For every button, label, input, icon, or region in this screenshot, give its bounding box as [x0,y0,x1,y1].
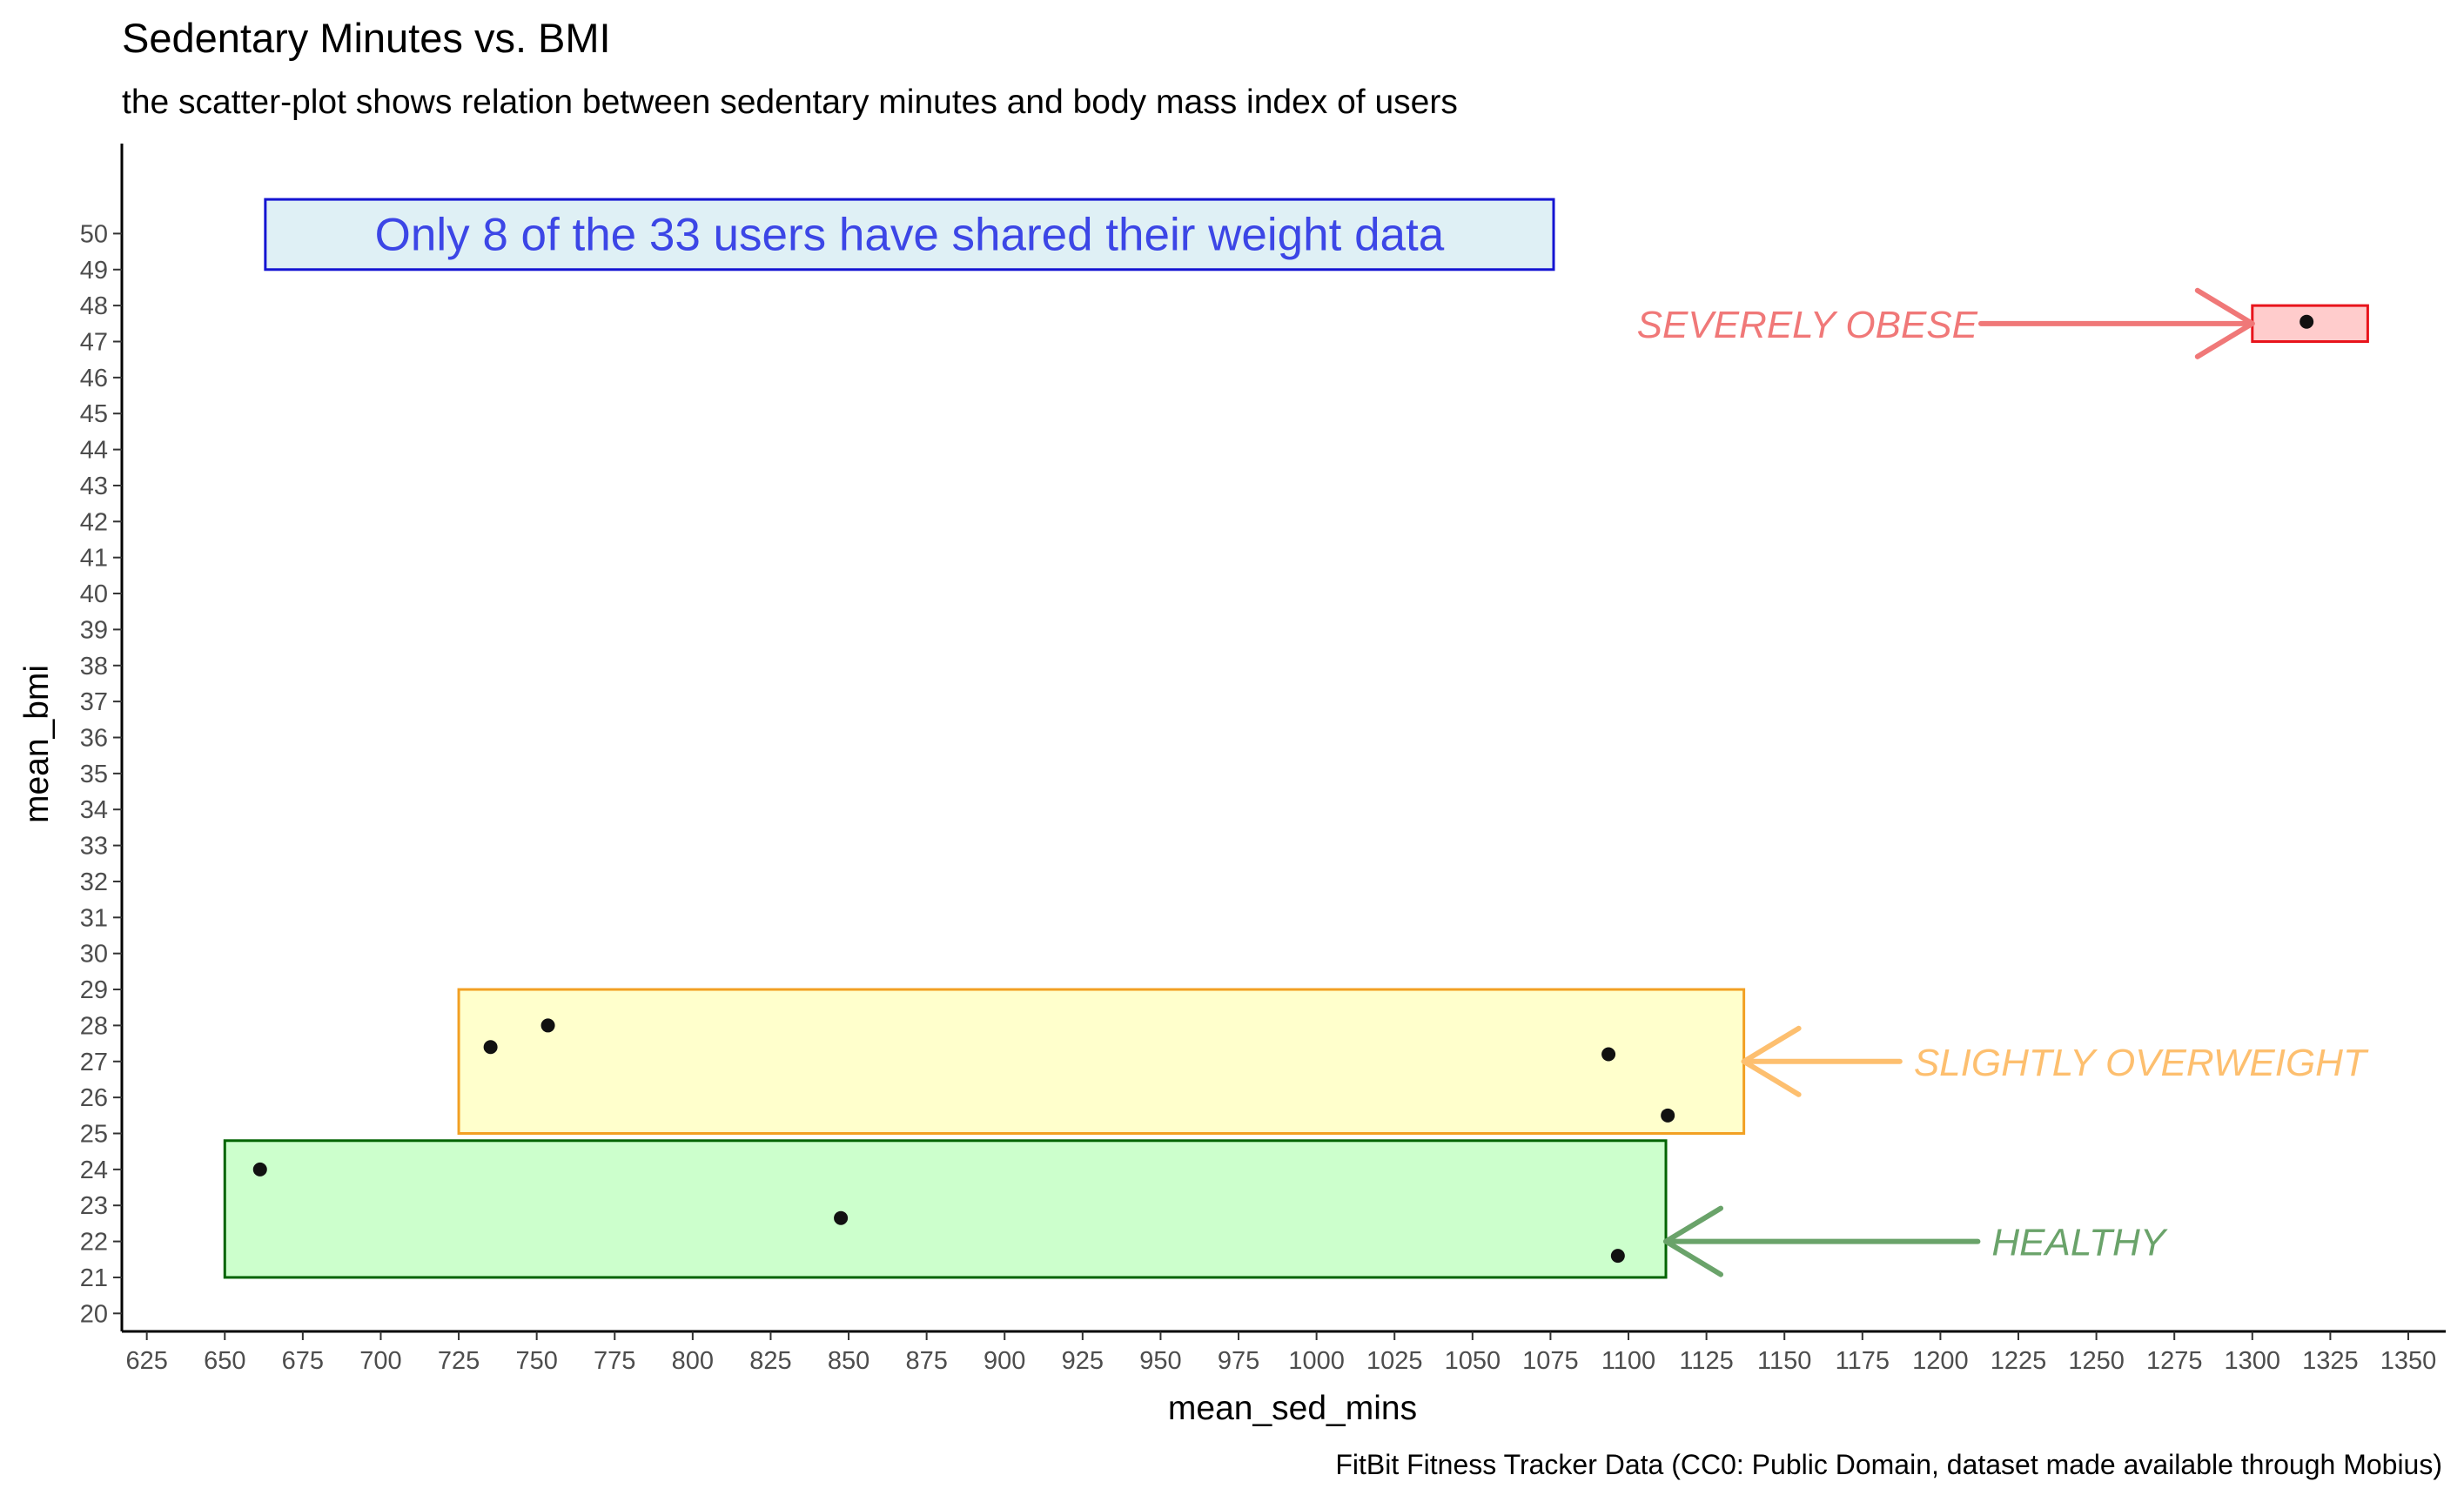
y-tick-label: 31 [80,904,108,932]
annotation-text: Only 8 of the 33 users have shared their… [375,209,1445,260]
x-tick-label: 1100 [1601,1347,1655,1375]
x-tick-label: 1300 [2225,1347,2281,1375]
y-tick-label: 32 [80,868,108,896]
y-tick-label: 35 [80,761,108,788]
x-tick-label: 825 [749,1347,791,1375]
y-tick-label: 27 [80,1049,108,1076]
annotation-box [264,198,1555,272]
y-tick-label: 23 [80,1192,108,1220]
y-axis-label: mean_bmi [18,665,56,823]
y-tick-label: 43 [80,473,108,500]
x-tick-label: 975 [1218,1347,1259,1375]
x-tick-label: 800 [672,1347,714,1375]
y-tick-label: 37 [80,688,108,716]
y-tick-label: 45 [80,400,108,428]
data-point [2300,314,2314,329]
zone-label: SEVERELY OBESE [1637,304,1978,346]
x-tick-label: 1225 [1991,1347,2047,1375]
x-tick-label: 650 [204,1347,245,1375]
y-tick-label: 34 [80,796,108,824]
y-tick-label: 28 [80,1012,108,1040]
x-tick-label: 750 [515,1347,557,1375]
data-point [1601,1047,1616,1062]
annotation-layer: Only 8 of the 33 users have shared their… [264,198,1555,272]
y-tick-label: 47 [80,329,108,357]
x-tick-label: 725 [438,1347,480,1375]
chart-caption: FitBit Fitness Tracker Data (CC0: Public… [1335,1449,2442,1480]
chart-title: Sedentary Minutes vs. BMI [122,15,611,61]
data-point [1661,1108,1675,1123]
x-tick-label: 1325 [2302,1347,2359,1375]
x-tick-label: 625 [125,1347,167,1375]
x-tick-label: 775 [594,1347,635,1375]
y-tick-label: 39 [80,616,108,644]
data-point [540,1018,555,1033]
x-tick-label: 850 [828,1347,869,1375]
data-point [252,1162,267,1177]
x-tick-label: 1175 [1836,1347,1890,1375]
x-tick-label: 1000 [1288,1347,1345,1375]
x-axis-label: mean_sed_mins [1168,1390,1417,1427]
axes-layer: 625 650 675 700 725 750 775 800 825 850 875 900 925 9… [80,144,2446,1375]
zone-label: SLIGHTLY OVERWEIGHT [1914,1042,2369,1084]
y-tick-label: 26 [80,1084,108,1112]
x-tick-label: 675 [282,1347,324,1375]
x-tick-label: 700 [359,1347,401,1375]
y-tick-label: 46 [80,365,108,392]
x-tick-label: 1200 [1912,1347,1969,1375]
x-tick-label: 1150 [1757,1347,1811,1375]
x-tick-label: 1350 [2380,1347,2437,1375]
x-tick-label: 900 [984,1347,1025,1375]
zone-arrow-head [1741,1025,1802,1097]
data-point [483,1040,498,1055]
zone-label: HEALTHY [1991,1222,2167,1264]
zone-box [223,1139,1668,1279]
points-layer [252,314,2314,1264]
y-tick-label: 49 [80,257,108,285]
y-tick-label: 41 [80,545,108,573]
y-tick-label: 21 [80,1264,108,1292]
y-tick-label: 48 [80,292,108,320]
x-tick-label: 1125 [1679,1347,1733,1375]
data-point [834,1210,849,1225]
y-tick-label: 36 [80,725,108,753]
chart-subtitle: the scatter-plot shows relation between … [122,84,1458,121]
y-tick-label: 44 [80,437,108,465]
x-tick-label: 1275 [2146,1347,2203,1375]
y-tick-label: 22 [80,1229,108,1257]
y-tick-label: 30 [80,941,108,969]
x-tick-label: 925 [1062,1347,1104,1375]
zone-box [457,988,1746,1135]
x-tick-label: 1025 [1366,1347,1423,1375]
y-tick-label: 20 [80,1300,108,1328]
x-tick-label: 950 [1139,1347,1181,1375]
zone-arrow-head [1663,1205,1724,1277]
y-tick-label: 24 [80,1156,108,1184]
y-tick-label: 42 [80,508,108,536]
x-tick-label: 1050 [1445,1347,1501,1375]
x-tick-label: 875 [905,1347,947,1375]
y-tick-label: 40 [80,580,108,608]
data-point [1610,1249,1625,1264]
y-tick-label: 50 [80,220,108,248]
zone-arrow-head [2194,287,2255,359]
zone-layer: SEVERELY OBESE SLIGHTLY OVERWEIGHT HEALTHY [223,287,2369,1279]
x-tick-label: 1250 [2068,1347,2125,1375]
y-tick-label: 29 [80,976,108,1004]
y-tick-label: 25 [80,1121,108,1149]
y-tick-label: 33 [80,833,108,861]
x-tick-label: 1075 [1522,1347,1579,1375]
y-tick-label: 38 [80,653,108,680]
